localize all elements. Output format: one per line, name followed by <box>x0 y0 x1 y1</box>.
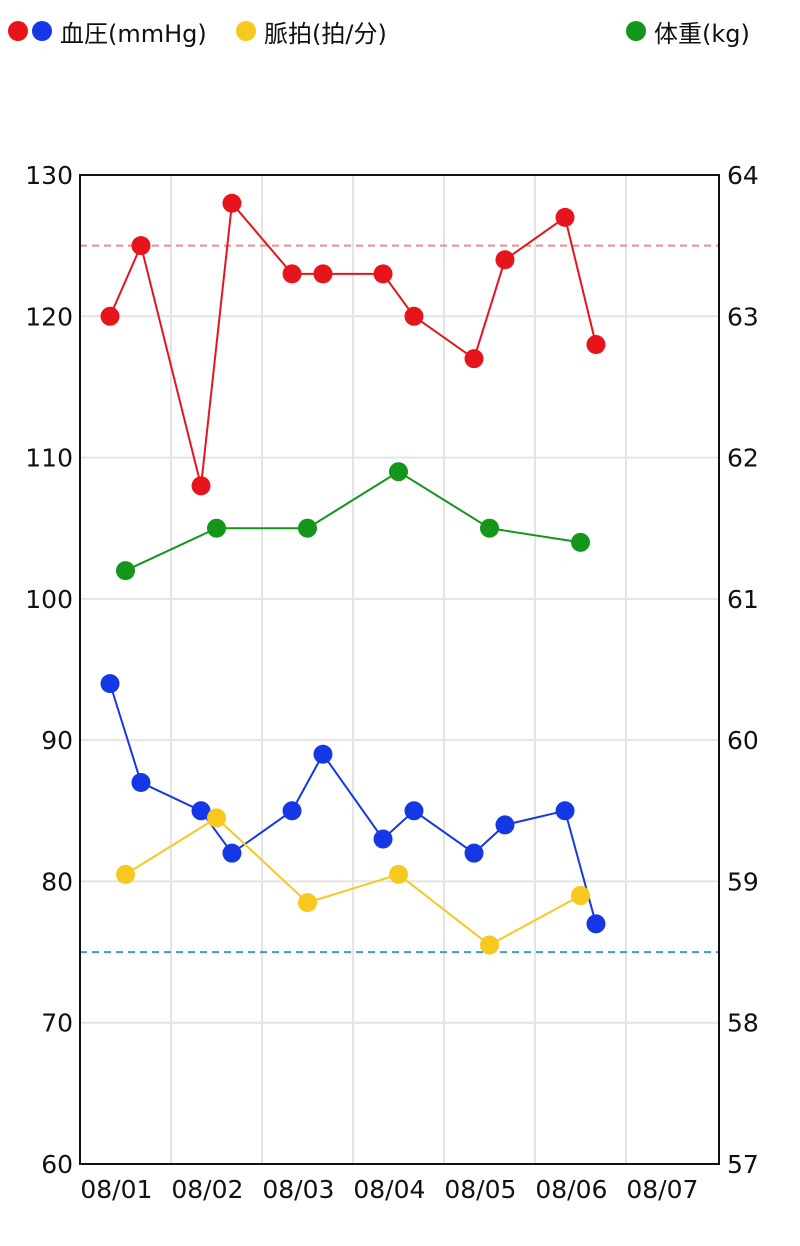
y-left-tick-label: 120 <box>25 302 73 331</box>
diastolic-point <box>586 914 606 934</box>
y-left-tick-label: 130 <box>25 161 73 190</box>
y-left-tick-label: 90 <box>41 726 73 755</box>
diastolic-point <box>373 829 393 849</box>
y-right-tick-label: 59 <box>727 867 759 896</box>
weight-point <box>389 462 408 482</box>
systolic-line <box>109 200 597 487</box>
y-right-tick-label: 60 <box>727 726 759 755</box>
plot-frame <box>79 174 720 1165</box>
weight-point <box>480 518 499 538</box>
y-right-tick-label: 63 <box>727 302 759 331</box>
y-left-tick-label: 100 <box>25 585 73 614</box>
pulse-point <box>298 893 317 913</box>
chart-legend: 血圧(mmHg) 脈拍(拍/分) 体重(kg) <box>0 0 800 64</box>
legend-blood-pressure: 血圧(mmHg) <box>8 14 207 48</box>
systolic-point <box>191 476 211 496</box>
y-left-tick-label: 110 <box>25 444 73 473</box>
x-tick-label: 08/05 <box>444 1175 516 1204</box>
weight-line <box>125 470 581 572</box>
systolic-point <box>404 306 424 326</box>
diastolic-point <box>404 801 424 821</box>
grid <box>80 174 719 1165</box>
weight-point <box>298 518 317 538</box>
y-right-tick-label: 64 <box>727 161 759 190</box>
series-layer <box>100 193 606 955</box>
systolic-point <box>313 264 333 284</box>
systolic-point <box>282 264 302 284</box>
x-tick-label: 08/06 <box>535 1175 607 1204</box>
diastolic-point <box>222 843 242 863</box>
legend-systolic-dot <box>8 21 28 41</box>
pulse-line <box>124 816 581 947</box>
legend-diastolic-dot <box>32 21 52 41</box>
x-tick-label: 08/07 <box>626 1175 698 1204</box>
systolic-point <box>131 236 151 256</box>
diastolic-line <box>109 683 597 925</box>
y-right-tick-label: 62 <box>727 444 759 473</box>
x-tick-label: 08/04 <box>353 1175 425 1204</box>
legend-pulse-dot <box>236 21 256 41</box>
x-tick-label: 08/03 <box>262 1175 334 1204</box>
y-left-tick-label: 80 <box>41 867 73 896</box>
legend-weight-dot <box>626 21 646 41</box>
pulse-point <box>207 808 226 828</box>
systolic-point <box>555 207 575 227</box>
legend-pulse-label: 脈拍(拍/分) <box>264 19 387 48</box>
legend-weight: 体重(kg) <box>626 14 750 48</box>
legend-blood-pressure-label: 血圧(mmHg) <box>60 19 207 48</box>
pulse-point <box>571 886 590 906</box>
legend-weight-label: 体重(kg) <box>654 19 750 48</box>
diastolic-point <box>555 801 575 821</box>
diastolic-point <box>495 815 515 835</box>
x-tick-label: 08/02 <box>171 1175 243 1204</box>
diastolic-point <box>100 674 120 694</box>
legend-pulse: 脈拍(拍/分) <box>236 14 387 48</box>
weight-point <box>207 518 226 538</box>
systolic-point <box>222 193 242 213</box>
diastolic-point <box>191 801 211 821</box>
diastolic-point <box>313 744 333 764</box>
systolic-point <box>495 250 515 270</box>
reference-lines <box>80 244 719 954</box>
systolic-point <box>373 264 393 284</box>
tick-labels: 60 70 80 90 100 110 120 130 57 58 59 60 61 62 63 64 08/0… <box>25 161 759 1204</box>
y-right-tick-label: 61 <box>727 585 759 614</box>
pulse-point <box>389 864 408 884</box>
pulse-point <box>480 935 499 955</box>
y-left-tick-label: 60 <box>41 1150 73 1179</box>
systolic-point <box>464 349 484 369</box>
diastolic-point <box>282 801 302 821</box>
diastolic-point <box>131 773 151 793</box>
diastolic-point <box>464 843 484 863</box>
weight-point <box>116 561 135 581</box>
systolic-point <box>586 335 606 355</box>
systolic-point <box>100 306 120 326</box>
x-tick-label: 08/01 <box>80 1175 152 1204</box>
y-left-tick-label: 70 <box>41 1009 73 1038</box>
pulse-point <box>116 864 135 884</box>
y-right-tick-label: 58 <box>727 1009 759 1038</box>
y-right-tick-label: 57 <box>727 1150 759 1179</box>
weight-point <box>571 532 590 552</box>
